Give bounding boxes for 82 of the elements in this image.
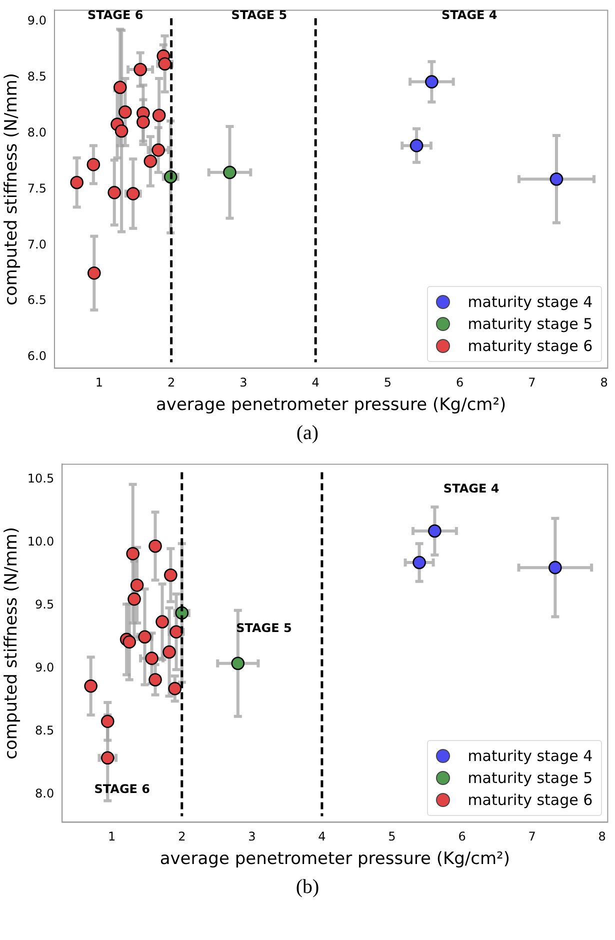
point (152, 108, 166, 122)
x-tick-label: 7 (528, 376, 536, 390)
annotation: STAGE 6 (94, 782, 150, 796)
y-tick-label: 6.5 (27, 293, 46, 308)
point (164, 568, 178, 582)
annotation: STAGE 5 (236, 621, 292, 636)
y-tick-label: 7.5 (27, 181, 46, 196)
point (114, 124, 128, 138)
y-tick-label: 8.5 (35, 724, 54, 738)
y-axis-title: computed stiffness (N/mm) (2, 73, 22, 306)
y-tick-label: 10.5 (27, 471, 54, 486)
y-tick-label: 8.5 (27, 69, 46, 84)
y-tick-label: 8.0 (27, 125, 46, 140)
x-tick-label: 7 (528, 830, 536, 844)
x-axis-title: average penetrometer pressure (Kg/cm²) (156, 395, 506, 416)
point (148, 673, 162, 686)
point (134, 62, 147, 76)
point (410, 138, 424, 152)
point (145, 652, 158, 665)
point (144, 154, 158, 168)
y-tick-label: 6.0 (27, 349, 46, 364)
y-tick-label: 7.0 (27, 237, 46, 252)
point (84, 679, 98, 693)
point (113, 80, 127, 94)
point (100, 714, 114, 728)
point (152, 143, 165, 157)
y-tick-label: 9.0 (35, 660, 54, 675)
text: (b) (294, 875, 320, 900)
x-axis-title: average penetrometer pressure (Kg/cm²) (160, 849, 510, 870)
point (70, 176, 84, 190)
point (130, 578, 144, 592)
point (162, 645, 176, 659)
x-tick-label: 1 (108, 830, 116, 844)
legend-label: maturity stage 6 (468, 337, 593, 356)
y-tick-label: 9.5 (35, 598, 54, 612)
point (428, 524, 442, 538)
x-tick-label: 4 (318, 830, 326, 844)
point (118, 105, 132, 119)
point (136, 115, 150, 129)
point (156, 615, 169, 628)
annotation: STAGE 5 (231, 8, 288, 22)
annotation: STAGE 4 (443, 481, 500, 496)
point (548, 560, 562, 574)
point (126, 547, 140, 560)
x-tick-label: 3 (248, 830, 256, 844)
point (108, 186, 121, 200)
x-tick-label: 2 (168, 376, 176, 390)
point (158, 57, 172, 71)
annotation: STAGE 6 (87, 8, 144, 22)
legend-label: maturity stage 5 (468, 315, 593, 334)
point (168, 682, 182, 696)
point (100, 751, 114, 765)
point (425, 75, 438, 88)
y-tick-label: 8.0 (35, 786, 54, 801)
y-axis-title: computed stiffness (N/mm) (2, 527, 22, 760)
x-tick-label: 4 (312, 376, 320, 390)
annotation: STAGE 4 (442, 8, 498, 22)
y-tick-label: 9.0 (27, 14, 46, 28)
x-tick-label: 5 (384, 376, 392, 390)
point (122, 635, 136, 649)
legend-label: maturity stage 4 (468, 293, 593, 312)
x-tick-label: 5 (388, 830, 396, 844)
x-tick-label: 8 (600, 376, 608, 390)
point (148, 539, 162, 553)
point (550, 172, 564, 186)
point (86, 158, 100, 172)
x-tick-label: 6 (458, 830, 466, 844)
point (231, 656, 245, 670)
point (88, 266, 101, 280)
point (223, 166, 236, 180)
point (412, 556, 426, 570)
point (128, 592, 141, 606)
legend-label: maturity stage 4 (468, 747, 593, 766)
text: (a) (295, 421, 320, 446)
x-tick-label: 2 (178, 830, 186, 844)
x-tick-label: 8 (598, 830, 606, 844)
x-tick-label: 1 (95, 376, 104, 390)
y-tick-label: 10.0 (27, 534, 54, 548)
x-tick-label: 6 (456, 376, 464, 390)
legend-label: maturity stage 5 (468, 769, 593, 788)
legend-label: maturity stage 6 (468, 791, 593, 810)
x-tick-label: 3 (240, 376, 248, 390)
